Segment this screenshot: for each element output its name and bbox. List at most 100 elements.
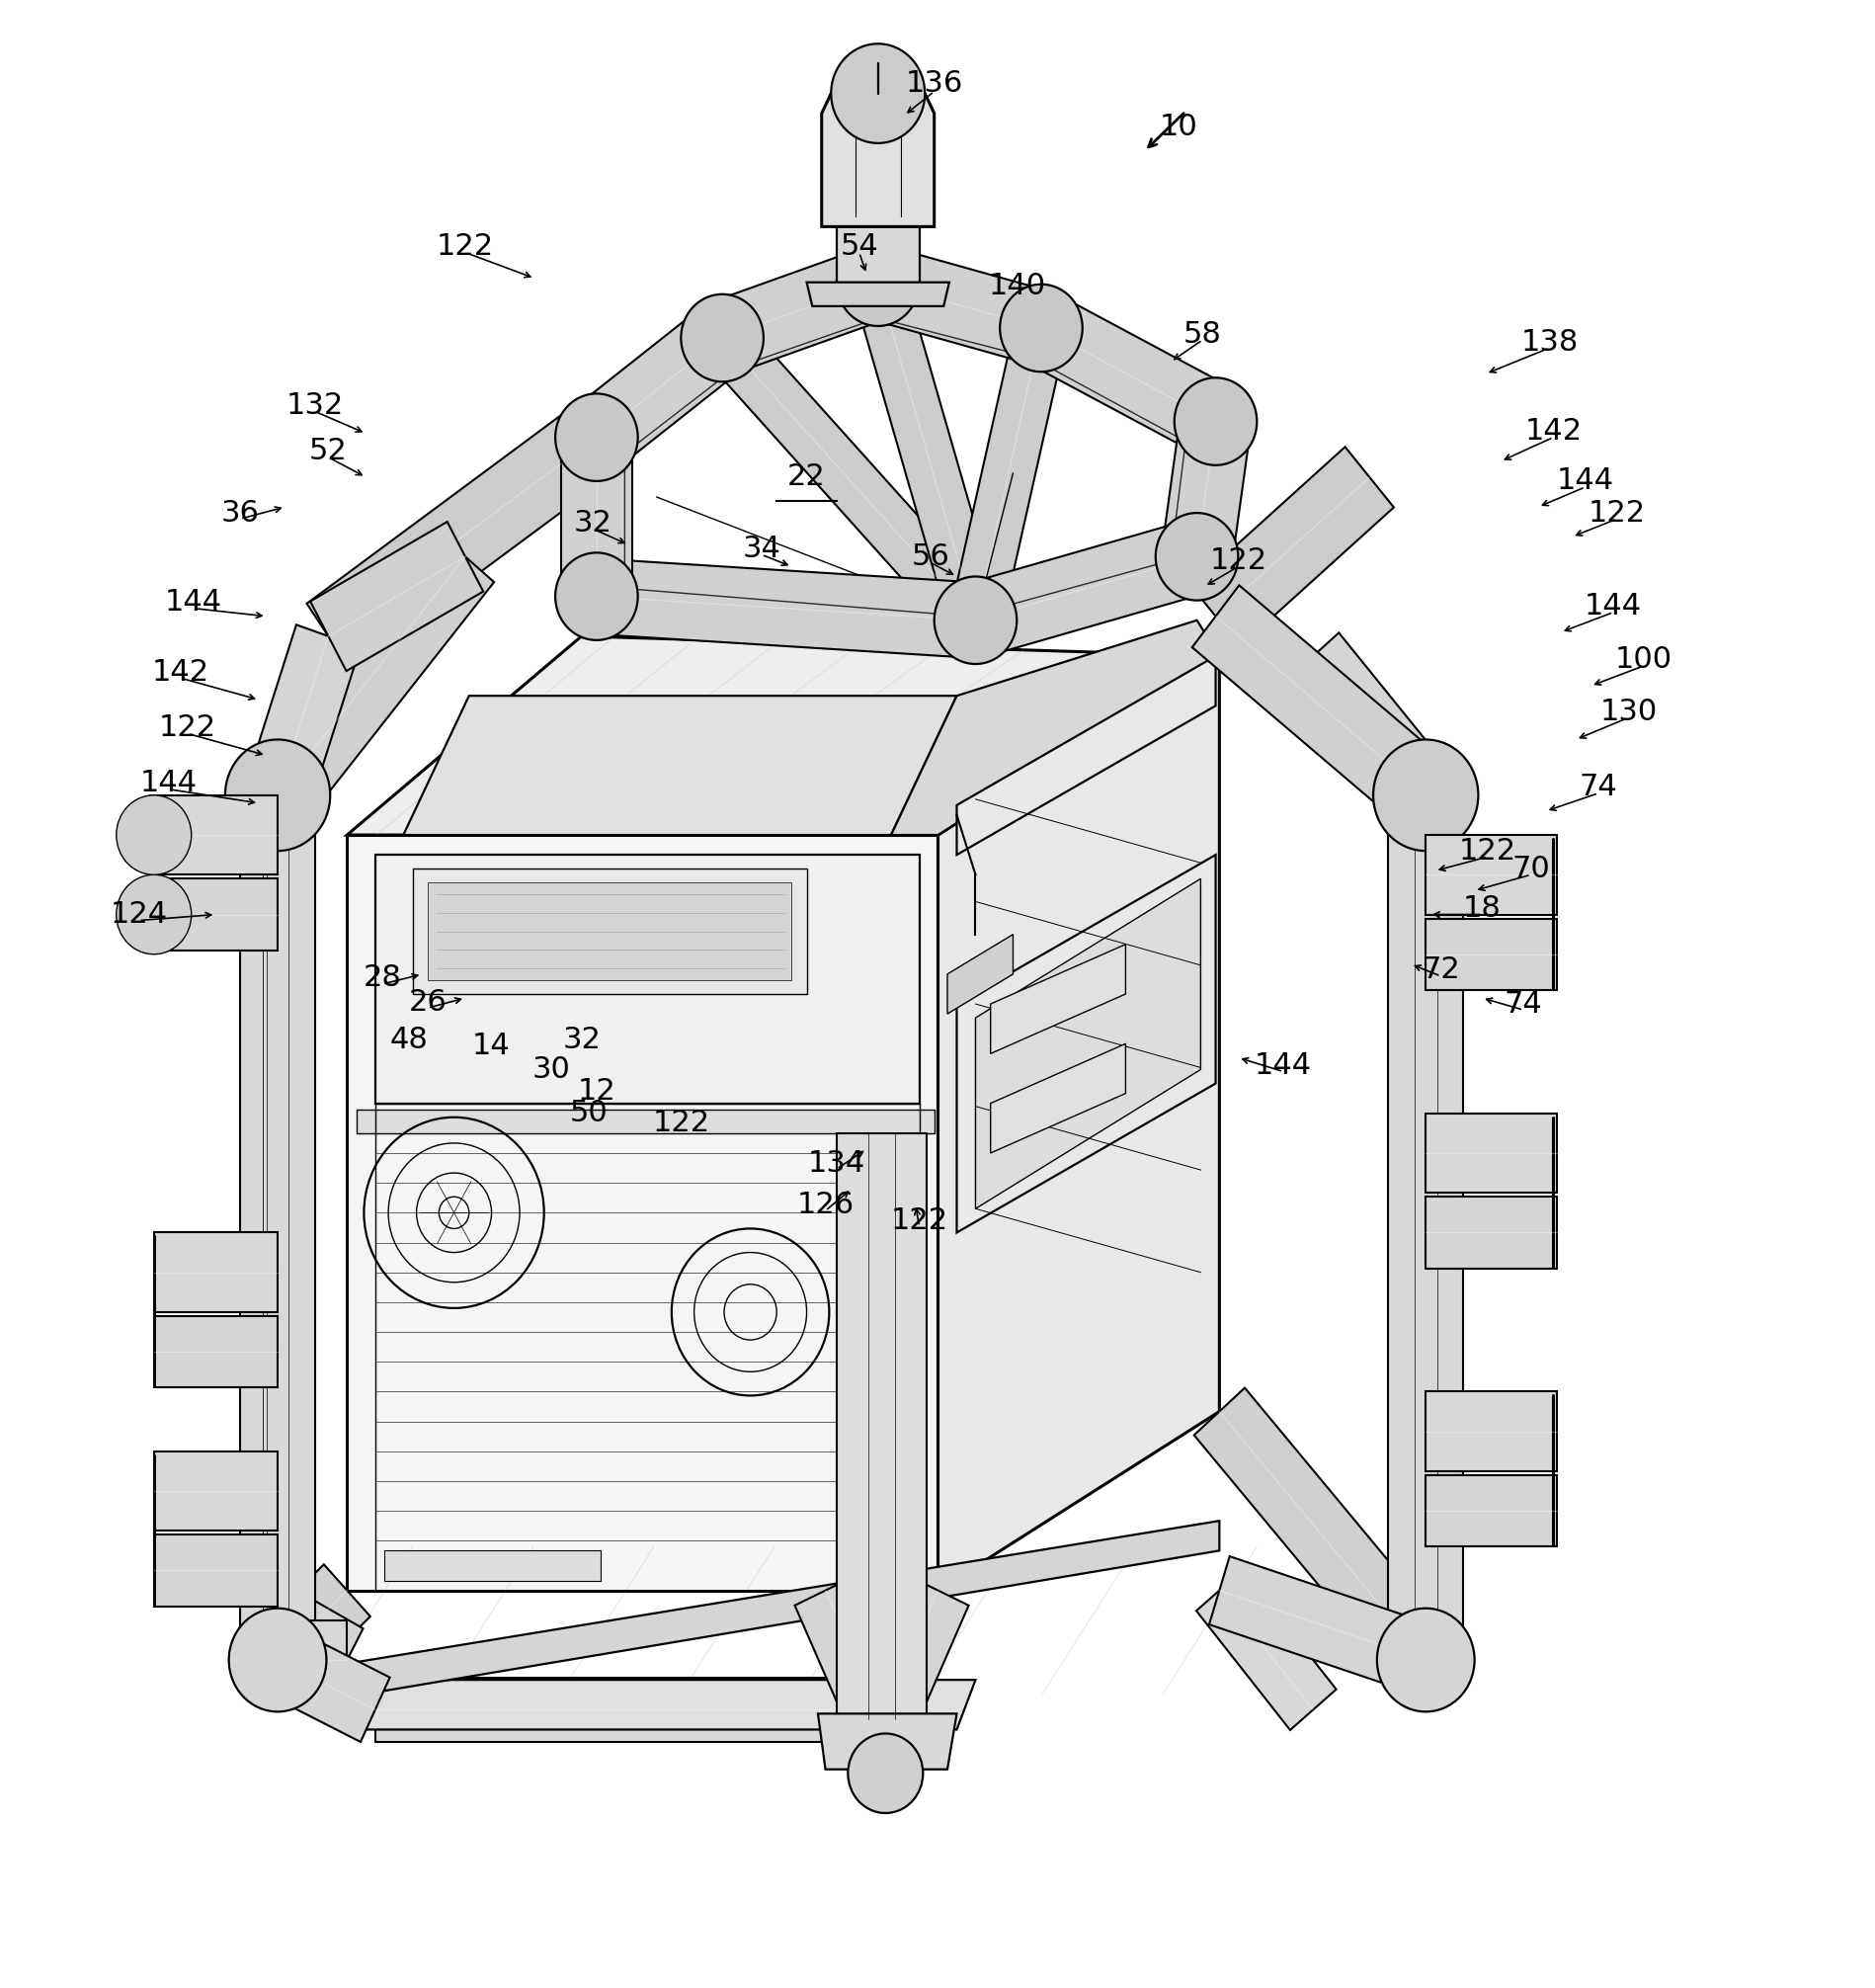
Polygon shape xyxy=(154,1316,278,1388)
Polygon shape xyxy=(338,1680,975,1730)
Polygon shape xyxy=(570,437,622,596)
Text: 132: 132 xyxy=(287,392,343,419)
Polygon shape xyxy=(356,1109,934,1133)
Polygon shape xyxy=(412,869,806,994)
Polygon shape xyxy=(795,1574,911,1736)
Polygon shape xyxy=(836,223,919,282)
Text: 144: 144 xyxy=(1254,1052,1311,1079)
Text: 32: 32 xyxy=(562,1026,600,1054)
Polygon shape xyxy=(1425,1197,1556,1268)
Circle shape xyxy=(681,294,763,382)
Polygon shape xyxy=(956,656,1215,855)
Polygon shape xyxy=(851,1574,968,1736)
Polygon shape xyxy=(1191,447,1393,646)
Polygon shape xyxy=(576,308,743,467)
Polygon shape xyxy=(1192,1388,1451,1684)
Circle shape xyxy=(116,795,191,875)
Polygon shape xyxy=(347,835,938,1590)
Text: 74: 74 xyxy=(1579,773,1616,801)
Polygon shape xyxy=(1425,918,1556,990)
Text: 70: 70 xyxy=(1511,855,1549,883)
Polygon shape xyxy=(261,1588,364,1692)
Text: 122: 122 xyxy=(437,233,493,260)
Text: 26: 26 xyxy=(409,988,446,1016)
Circle shape xyxy=(1155,513,1238,600)
Text: 122: 122 xyxy=(1209,547,1266,575)
Polygon shape xyxy=(150,879,278,950)
Text: 50: 50 xyxy=(570,1099,608,1127)
Text: 126: 126 xyxy=(797,1191,853,1219)
Circle shape xyxy=(225,740,330,851)
Polygon shape xyxy=(975,879,1200,1209)
Text: 56: 56 xyxy=(911,543,949,571)
Text: 32: 32 xyxy=(574,509,611,537)
Text: 54: 54 xyxy=(840,233,878,260)
Text: 48: 48 xyxy=(390,1026,428,1054)
Polygon shape xyxy=(150,795,278,875)
Polygon shape xyxy=(1024,294,1232,455)
Polygon shape xyxy=(1425,1392,1556,1471)
Polygon shape xyxy=(1170,417,1241,561)
Polygon shape xyxy=(246,624,360,807)
Text: 122: 122 xyxy=(159,714,216,742)
Polygon shape xyxy=(703,318,994,640)
Text: 122: 122 xyxy=(1588,499,1644,527)
Polygon shape xyxy=(949,322,1067,626)
Text: 122: 122 xyxy=(652,1109,709,1137)
Polygon shape xyxy=(853,274,999,628)
Text: 134: 134 xyxy=(808,1149,864,1177)
Text: 52: 52 xyxy=(309,437,347,465)
Circle shape xyxy=(836,239,919,326)
Polygon shape xyxy=(1191,584,1449,827)
Text: 36: 36 xyxy=(221,499,259,527)
Polygon shape xyxy=(891,620,1219,835)
Circle shape xyxy=(555,553,638,640)
Circle shape xyxy=(934,577,1016,664)
Text: 142: 142 xyxy=(152,658,208,686)
Polygon shape xyxy=(821,93,934,227)
Polygon shape xyxy=(403,696,956,835)
Polygon shape xyxy=(1425,1475,1556,1547)
Text: 10: 10 xyxy=(1159,113,1196,141)
Polygon shape xyxy=(966,521,1206,656)
Polygon shape xyxy=(1425,835,1556,914)
Text: 144: 144 xyxy=(165,588,221,616)
Polygon shape xyxy=(255,1565,369,1686)
Polygon shape xyxy=(868,247,1050,364)
Polygon shape xyxy=(561,437,632,596)
Text: 30: 30 xyxy=(532,1056,570,1083)
Circle shape xyxy=(116,875,191,954)
Text: 138: 138 xyxy=(1521,328,1577,356)
Polygon shape xyxy=(594,559,977,658)
Text: 124: 124 xyxy=(111,901,167,928)
Polygon shape xyxy=(308,406,617,668)
Polygon shape xyxy=(347,636,1219,835)
Circle shape xyxy=(831,44,924,143)
Polygon shape xyxy=(154,1233,278,1312)
Polygon shape xyxy=(278,1620,347,1700)
Polygon shape xyxy=(309,521,484,672)
Polygon shape xyxy=(956,855,1215,1233)
Text: 122: 122 xyxy=(891,1207,947,1235)
Circle shape xyxy=(1174,378,1256,465)
Circle shape xyxy=(1372,740,1478,851)
Text: 136: 136 xyxy=(906,70,962,97)
Text: 130: 130 xyxy=(1599,698,1656,726)
Text: 142: 142 xyxy=(1524,417,1581,445)
Polygon shape xyxy=(154,1535,278,1606)
Polygon shape xyxy=(240,795,315,1660)
Polygon shape xyxy=(947,934,1013,1014)
Text: 100: 100 xyxy=(1614,646,1671,674)
Polygon shape xyxy=(272,1521,1219,1710)
Text: 22: 22 xyxy=(788,463,825,491)
Text: 144: 144 xyxy=(141,769,197,797)
Circle shape xyxy=(848,1734,923,1813)
Text: 122: 122 xyxy=(1459,837,1515,865)
Polygon shape xyxy=(938,656,1219,1590)
Text: 58: 58 xyxy=(1183,320,1221,348)
Text: 144: 144 xyxy=(1556,467,1612,495)
Polygon shape xyxy=(428,883,791,980)
Circle shape xyxy=(1376,1608,1474,1712)
Polygon shape xyxy=(711,247,889,374)
Polygon shape xyxy=(1209,1557,1434,1694)
